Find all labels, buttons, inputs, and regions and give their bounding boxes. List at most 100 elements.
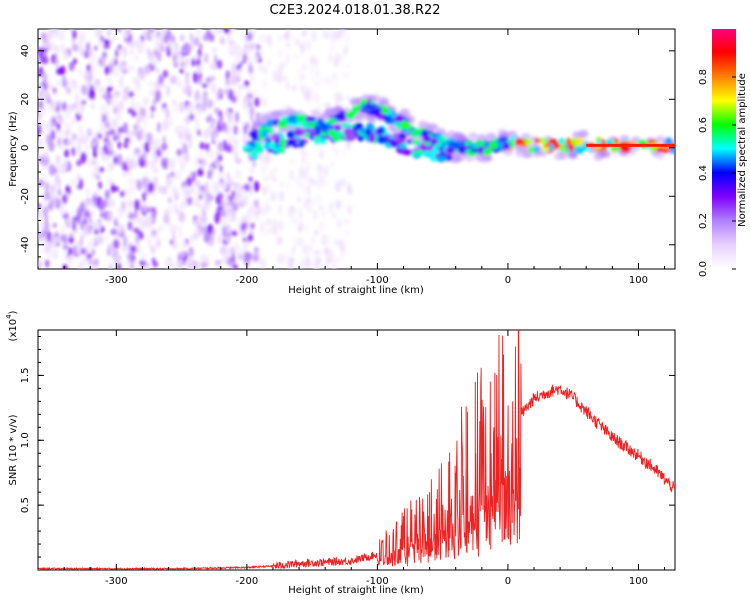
heatmap-cell [55, 46, 60, 55]
colorbar-step [712, 197, 736, 200]
heatmap-cell [86, 224, 93, 235]
heatmap-cell [259, 206, 263, 216]
heatmap-cell [189, 32, 193, 43]
heatmap-cell [199, 43, 203, 51]
heatmap-cell [139, 259, 146, 267]
heatmap-cell [254, 90, 259, 96]
heatmap-cell [92, 139, 96, 148]
heatmap-cell [103, 93, 110, 100]
heatmap-cell [79, 31, 86, 44]
heatmap-cell [345, 63, 352, 69]
heatmap-cell [216, 192, 224, 201]
colorbar-step [712, 155, 736, 158]
heatmap-cell [152, 261, 158, 268]
colorbar-step [712, 117, 736, 120]
heatmap-cell [236, 91, 241, 101]
heatmap-signal-cell [398, 137, 405, 145]
heatmap-cell [170, 159, 175, 171]
heatmap-cell [185, 58, 189, 66]
heatmap-cell [38, 203, 42, 209]
heatmap-cell [263, 67, 268, 75]
colorbar: 0.0 0.2 0.4 0.6 0.8 Normalized spectral ampl… [698, 29, 748, 277]
heatmap-cell [302, 238, 307, 248]
heatmap-cell [214, 54, 218, 66]
heatmap-cell [141, 252, 147, 261]
heatmap-signal-cell [405, 128, 411, 133]
heatmap-cell [321, 178, 327, 187]
heatmap-cell [260, 48, 265, 58]
heatmap-cell [43, 137, 47, 144]
heatmap-cell [199, 131, 204, 138]
heatmap-cell [141, 45, 146, 52]
heatmap-cell [114, 90, 120, 98]
heatmap-halo-cell [454, 153, 465, 162]
heatmap-cell [127, 161, 132, 170]
colorbar-step [712, 55, 736, 58]
heatmap-cell [150, 151, 157, 158]
heatmap-cell [222, 181, 228, 191]
colorbar-step [712, 221, 736, 224]
heatmap-cell [298, 73, 306, 81]
heatmap-signal-cell [411, 139, 422, 145]
heatmap-cell [191, 58, 196, 67]
heatmap-signal-cell [293, 128, 303, 137]
heatmap-cell [145, 132, 153, 143]
colorbar-step [712, 45, 736, 48]
heatmap-signal-cell [292, 143, 301, 148]
heatmap-cell [79, 235, 84, 247]
heatmap-cell [236, 170, 242, 179]
colorbar-step [712, 199, 736, 202]
heatmap-cell [222, 139, 228, 152]
heatmap-cell [332, 212, 336, 219]
heatmap-cell [246, 32, 253, 41]
heatmap-cell [178, 131, 184, 139]
heatmap-cell [125, 29, 132, 37]
colorbar-step [712, 247, 736, 250]
colorbar-step [712, 261, 736, 264]
heatmap-cell [116, 223, 123, 234]
colorbar-step [712, 33, 736, 36]
heatmap-cell [248, 65, 254, 75]
colorbar-step [712, 73, 736, 76]
heatmap-cell [241, 189, 248, 199]
heatmap-cell [277, 34, 282, 43]
colorbar-step [712, 153, 736, 156]
heatmap-signal-cell [392, 132, 400, 139]
heatmap-cell [291, 85, 297, 91]
heatmap-cell [143, 116, 148, 128]
heatmap-cell [68, 61, 75, 72]
heatmap-cell [242, 237, 247, 243]
heatmap-cell [136, 114, 144, 123]
heatmap-cell [181, 186, 187, 198]
heatmap-cell [306, 203, 312, 214]
heatmap-cell [162, 107, 167, 114]
heatmap-cell [248, 176, 253, 183]
heatmap-cell [167, 204, 174, 216]
heatmap-cell [291, 245, 296, 255]
x-tick-label: 100 [629, 275, 648, 286]
heatmap-cell [219, 164, 223, 173]
heatmap-cell [174, 169, 182, 180]
heatmap-signal-cell [277, 119, 288, 129]
colorbar-step [712, 107, 736, 110]
heatmap-cell [64, 108, 71, 119]
heatmap-cell [178, 126, 185, 133]
colorbar-gradient [712, 29, 736, 270]
heatmap-cell [163, 214, 170, 225]
colorbar-step [712, 31, 736, 34]
heatmap-signal-cell [568, 143, 575, 152]
colorbar-step [712, 219, 736, 222]
heatmap-cell [185, 104, 191, 115]
heatmap-cell [155, 44, 160, 53]
heatmap-cell [64, 121, 72, 130]
heatmap-cell [230, 181, 236, 187]
heatmap-cell [73, 58, 77, 65]
heatmap-cell [94, 62, 98, 73]
heatmap-cell [193, 232, 199, 240]
heatmap-cell [113, 155, 118, 165]
colorbar-tick-label: 0.4 [698, 165, 709, 181]
heatmap-cell [99, 122, 104, 133]
heatmap-signal-cell [573, 146, 584, 155]
heatmap-cell [311, 30, 317, 42]
heatmap-signal-cell [336, 113, 346, 119]
